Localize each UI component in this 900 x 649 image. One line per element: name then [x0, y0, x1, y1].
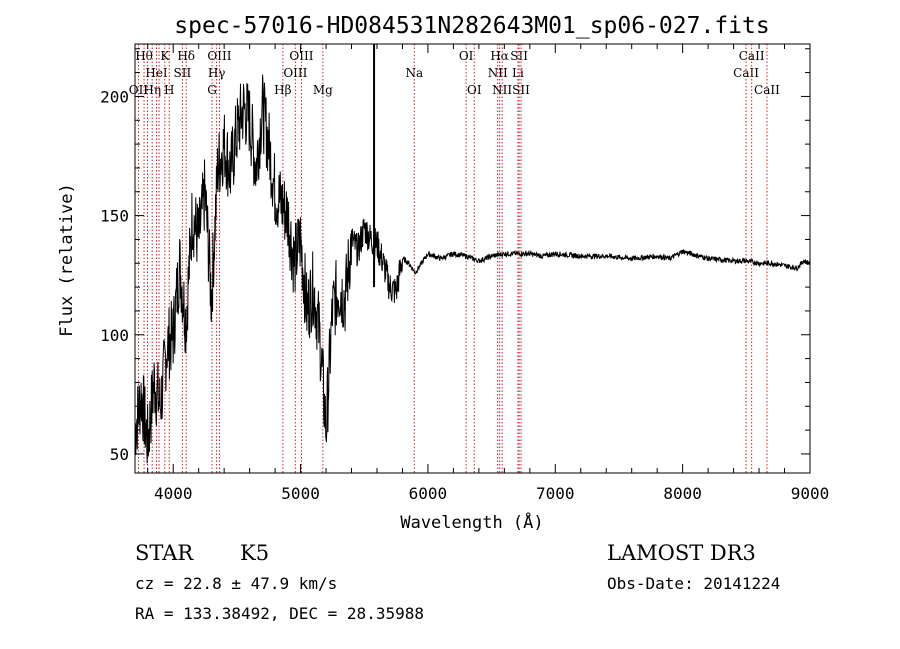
emission-line-label-24: SII	[510, 49, 528, 63]
x-tick-label-6000: 6000	[409, 484, 448, 503]
emission-line-label-17: Na	[405, 66, 423, 80]
chart-title: spec-57016-HD084531N282643M01_sp06-027.f…	[174, 13, 769, 39]
x-tick-label-5000: 5000	[281, 484, 320, 503]
spectrum-line	[134, 74, 811, 464]
emission-line-label-25: SII	[512, 83, 530, 97]
emission-line-label-9: Hδ	[177, 49, 195, 63]
redshift-text: cz = 22.8 ± 47.9 km/s	[135, 574, 337, 593]
y-tick-label-150: 150	[100, 207, 129, 226]
emission-line-label-8: SII	[174, 66, 192, 80]
emission-line-label-27: CaII	[739, 49, 765, 63]
emission-line-label-1: Hθ	[135, 49, 153, 63]
emission-line-label-3: Hη	[143, 83, 161, 97]
y-tick-label-200: 200	[100, 87, 129, 106]
emission-line-label-0: OII	[129, 83, 149, 97]
object-subclass: K5	[240, 541, 269, 565]
emission-line-label-23: Li	[512, 66, 524, 80]
spectrum-series	[134, 74, 811, 464]
coordinates-text: RA = 133.38492, DEC = 28.35988	[135, 604, 424, 623]
emission-line-label-4: HeI	[145, 66, 168, 80]
emission-line-label-14: OIII	[283, 66, 307, 80]
emission-line-label-6: K	[160, 49, 170, 63]
x-tick-label-8000: 8000	[663, 484, 702, 503]
emission-line-label-19: OI	[467, 83, 482, 97]
emission-line-label-7: H	[164, 83, 174, 97]
emission-line-label-21: Hα	[490, 49, 509, 63]
emission-line-label-22: NII	[492, 83, 512, 97]
y-tick-label-50: 50	[110, 445, 129, 464]
y-axis-label: Flux (relative)	[57, 183, 77, 337]
emission-line-label-18: OI	[459, 49, 474, 63]
object-class: STAR	[135, 541, 194, 565]
emission-line-label-12: OIII	[207, 49, 231, 63]
x-axis-label: Wavelength (Å)	[400, 511, 543, 533]
emission-line-label-16: Mg	[313, 83, 333, 97]
survey-name: LAMOST DR3	[607, 541, 756, 565]
y-tick-label-100: 100	[100, 326, 129, 345]
x-tick-label-7000: 7000	[536, 484, 575, 503]
x-tick-label-9000: 9000	[791, 484, 830, 503]
emission-line-label-15: OIII	[289, 49, 313, 63]
emission-line-label-10: G	[207, 83, 217, 97]
x-tick-label-4000: 4000	[154, 484, 193, 503]
emission-line-label-26: CaII	[733, 66, 759, 80]
emission-line-markers: OIIHθHηHeIKHSIIHδGHγOIIIHβOIIIOIIIMgNaOI…	[129, 44, 780, 473]
obs-date-text: Obs-Date: 20141224	[607, 574, 780, 593]
axis-ticks: 4000 5000 6000 7000 8000 9000 50 100 150 200	[100, 44, 829, 503]
emission-line-label-11: Hγ	[208, 66, 226, 80]
emission-line-label-20: NII	[488, 66, 508, 80]
emission-line-label-28: CaII	[754, 83, 780, 97]
plot-frame	[134, 43, 811, 474]
emission-line-label-13: Hβ	[274, 83, 291, 97]
